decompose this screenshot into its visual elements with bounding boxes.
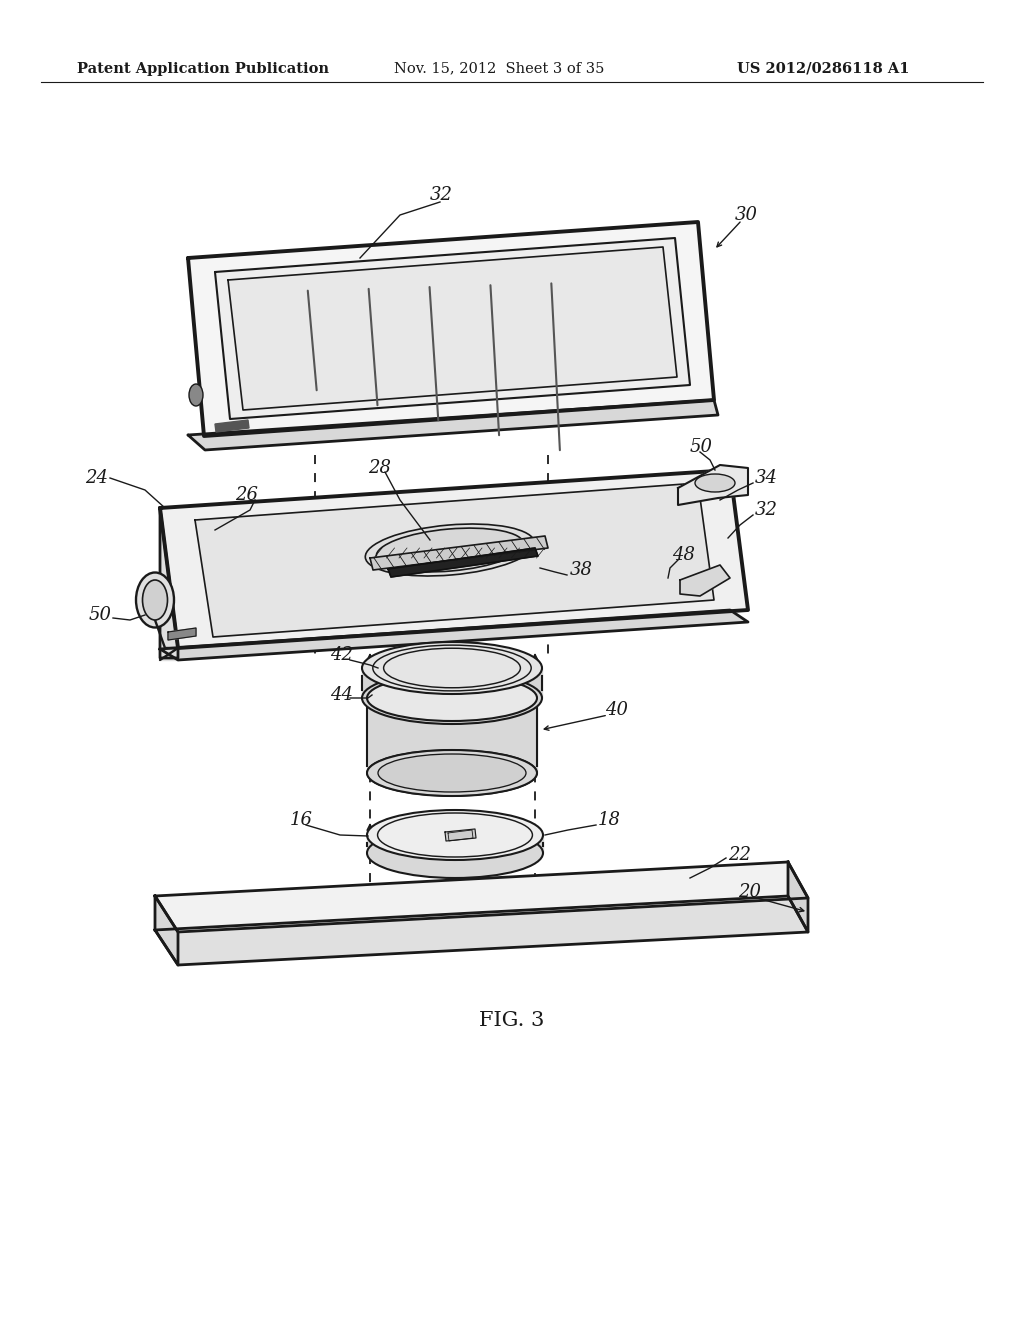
- Text: 32: 32: [430, 186, 453, 205]
- Polygon shape: [168, 628, 196, 640]
- Text: 34: 34: [755, 469, 778, 487]
- Ellipse shape: [362, 642, 542, 694]
- Text: 20: 20: [738, 883, 761, 902]
- Polygon shape: [370, 536, 548, 570]
- Polygon shape: [155, 896, 808, 965]
- Polygon shape: [188, 400, 718, 450]
- Text: Nov. 15, 2012  Sheet 3 of 35: Nov. 15, 2012 Sheet 3 of 35: [394, 62, 604, 75]
- Ellipse shape: [362, 672, 542, 723]
- Ellipse shape: [367, 810, 543, 861]
- Polygon shape: [445, 829, 476, 841]
- Text: FIG. 3: FIG. 3: [479, 1011, 545, 1030]
- Ellipse shape: [376, 528, 523, 572]
- Polygon shape: [195, 483, 714, 638]
- Text: 40: 40: [605, 701, 628, 719]
- Polygon shape: [160, 470, 748, 648]
- Polygon shape: [362, 668, 542, 698]
- Ellipse shape: [367, 828, 543, 878]
- Text: 44: 44: [330, 686, 353, 704]
- Text: 18: 18: [598, 810, 621, 829]
- Ellipse shape: [136, 573, 174, 627]
- Polygon shape: [680, 565, 730, 597]
- Ellipse shape: [367, 750, 537, 796]
- Text: 32: 32: [755, 502, 778, 519]
- Polygon shape: [678, 465, 748, 506]
- Polygon shape: [188, 222, 714, 436]
- Text: US 2012/0286118 A1: US 2012/0286118 A1: [737, 62, 909, 75]
- Text: 26: 26: [234, 486, 258, 504]
- Text: 22: 22: [728, 846, 751, 865]
- Ellipse shape: [378, 754, 526, 792]
- Polygon shape: [228, 247, 677, 411]
- Polygon shape: [160, 508, 178, 660]
- Polygon shape: [155, 896, 178, 965]
- Text: 50: 50: [89, 606, 112, 624]
- Polygon shape: [215, 420, 249, 432]
- Text: 28: 28: [368, 459, 391, 477]
- Text: 48: 48: [672, 546, 695, 564]
- Polygon shape: [367, 698, 537, 774]
- Text: 24: 24: [85, 469, 108, 487]
- Text: Patent Application Publication: Patent Application Publication: [77, 62, 329, 75]
- Text: 16: 16: [290, 810, 313, 829]
- Text: 38: 38: [570, 561, 593, 579]
- Polygon shape: [388, 548, 538, 577]
- Polygon shape: [160, 610, 748, 660]
- Ellipse shape: [695, 474, 735, 492]
- Ellipse shape: [367, 675, 537, 721]
- Polygon shape: [788, 862, 808, 932]
- Polygon shape: [367, 836, 543, 853]
- Polygon shape: [215, 238, 690, 418]
- Ellipse shape: [366, 524, 535, 576]
- Ellipse shape: [367, 750, 537, 796]
- Ellipse shape: [189, 384, 203, 407]
- Polygon shape: [155, 862, 808, 932]
- Ellipse shape: [142, 579, 168, 620]
- Text: 42: 42: [330, 645, 353, 664]
- Text: 30: 30: [735, 206, 758, 224]
- Text: 50: 50: [690, 438, 713, 455]
